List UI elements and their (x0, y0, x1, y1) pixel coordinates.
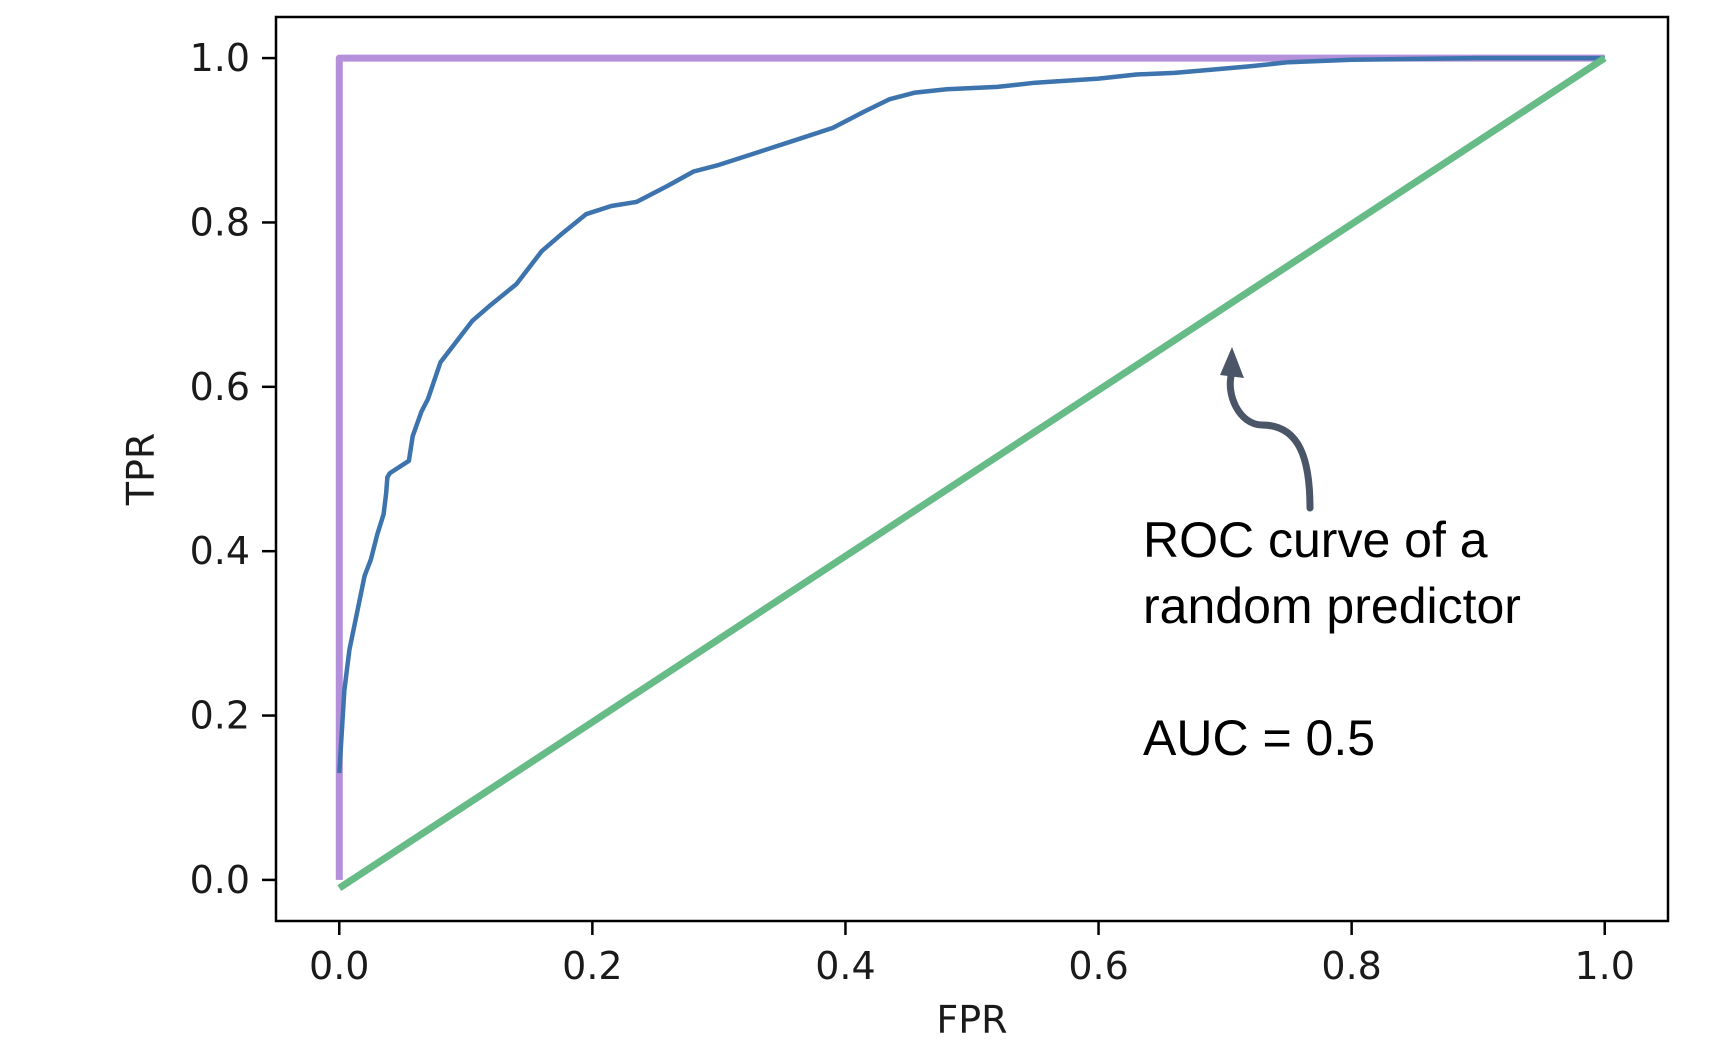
y-tick-label: 0.6 (190, 365, 250, 409)
x-tick-label: 0.4 (815, 944, 875, 988)
y-axis-title: TPR (119, 433, 163, 507)
y-tick-label: 0.8 (190, 200, 250, 244)
x-axis-title: FPR (936, 998, 1007, 1042)
x-tick-label: 0.2 (562, 944, 622, 988)
annotation-arrow-icon (1226, 368, 1314, 512)
y-tick-label: 1.0 (190, 36, 250, 80)
x-tick-label: 1.0 (1575, 944, 1635, 988)
plot-area (274, 15, 1670, 923)
x-tick-label: 0.6 (1068, 944, 1128, 988)
x-tick-label: 0.8 (1321, 944, 1381, 988)
annotation-line-1: ROC curve of a (1143, 512, 1488, 568)
axes-frame (274, 15, 1670, 923)
series-random-line (337, 55, 1607, 892)
annotation: ROC curve of a random predictor AUC = 0.… (1143, 347, 1521, 766)
y-axis: 0.0 0.2 0.4 0.6 0.8 1.0 (190, 36, 276, 902)
x-tick-label: 0.0 (309, 944, 369, 988)
y-tick-label: 0.2 (190, 694, 250, 738)
y-tick-label: 0.0 (190, 858, 250, 902)
x-axis: 0.0 0.2 0.4 0.6 0.8 1.0 (309, 921, 1635, 988)
series-model-line (337, 55, 1605, 774)
y-tick-label: 0.4 (190, 529, 250, 573)
annotation-auc-label: AUC = 0.5 (1143, 710, 1375, 766)
annotation-arrowhead-icon (1220, 347, 1244, 378)
annotation-line-2: random predictor (1143, 578, 1521, 634)
series-perfect-line (335, 54, 1605, 880)
